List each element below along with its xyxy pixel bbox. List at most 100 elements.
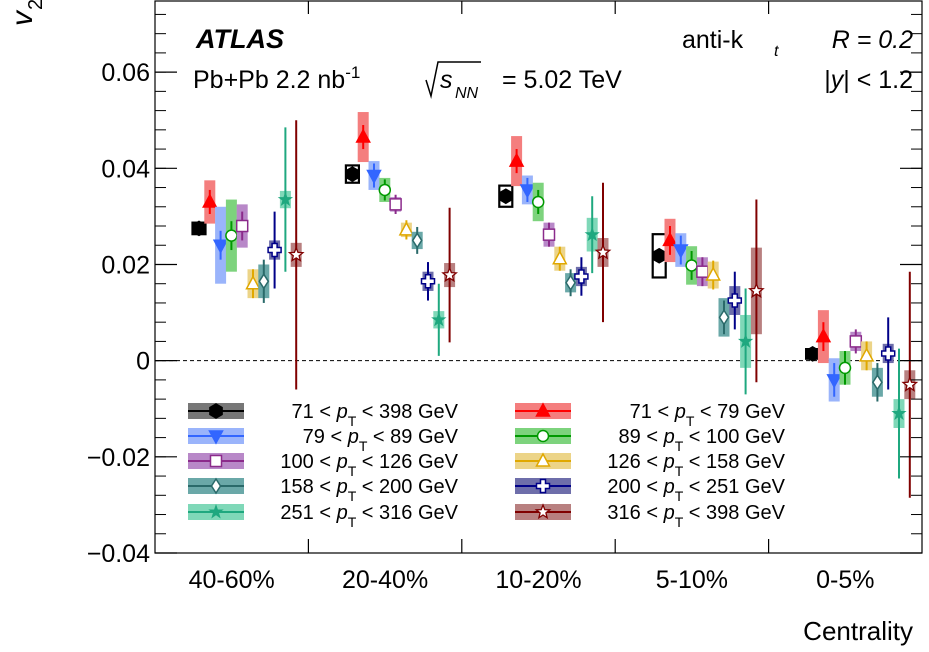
marker [245,275,261,290]
marker [267,242,282,258]
legend-marker [535,478,551,494]
data-point [891,348,907,479]
marker [345,166,360,182]
x-axis-title: Centrality [803,616,913,646]
series-5 [235,194,863,354]
data-point [685,246,698,285]
data-point [849,329,863,354]
data-point [662,218,678,263]
energy-label: s NN = 5.02 TeV [425,61,622,102]
legend-marker [535,402,551,417]
marker [366,169,382,185]
y-tick-label: 0.04 [101,155,150,183]
data-point [574,257,589,296]
y-tick-label: 0 [136,348,150,376]
marker [880,346,896,361]
legend-label: 79 < pT < 89 GeV [303,426,459,454]
data-point [727,271,743,330]
svg-text:anti-k: anti-k [682,26,744,54]
marker [574,269,589,284]
svg-text:NN: NN [455,85,479,102]
marker [826,374,842,389]
data-point [584,196,600,274]
marker [277,191,294,207]
marker [815,328,832,343]
marker [685,259,698,272]
data-point [748,199,765,383]
marker [838,361,852,375]
series-10 [287,120,919,498]
series-1 [191,164,821,362]
x-tick-label: 10-20% [495,566,581,594]
legend-marker [536,429,550,443]
svg-text:= 5.02 TeV: = 5.02 TeV [502,66,622,94]
data-point [398,220,415,240]
marker [519,184,536,199]
marker [389,198,402,211]
data-point [651,233,667,279]
data-point [258,259,270,303]
legend-entry: 316 < pT < 398 GeV [515,502,786,530]
data-point [519,175,536,205]
data-point [191,220,207,237]
marker [212,239,229,254]
rapidity-label: |y| < 1.2 [824,66,913,94]
data-point [552,246,568,271]
marker [378,183,392,197]
marker [431,311,447,327]
legend-label: 89 < pT < 100 GeV [619,426,786,454]
svg-text:s: s [440,66,453,94]
svg-text:v: v [6,9,39,26]
series-9 [277,127,907,479]
marker [727,293,743,308]
legend-label: 71 < pT < 398 GeV [292,401,459,429]
data-point [366,161,382,190]
marker [737,333,754,348]
data-point [804,346,821,362]
legend-marker [208,503,224,519]
data-point [355,112,371,163]
data-point [245,269,261,299]
marker [542,228,556,241]
legend-label: 316 < pT < 398 GeV [607,502,785,530]
legend-label: 126 < pT < 158 GeV [607,451,785,479]
legend-entry: 100 < pT < 126 GeV [188,451,459,479]
y-tick-label: 0.02 [101,251,150,279]
data-point [411,226,423,254]
svg-text:t: t [774,43,779,60]
marker [748,282,765,299]
legend-label: 251 < pT < 316 GeV [280,502,458,530]
series-8 [267,211,896,390]
y-tick-label: 0.06 [101,59,150,87]
data-point [531,182,545,222]
legend: 71 < pT < 398 GeV 71 < pT < 79 GeV 79 < pT… [188,401,786,530]
marker [287,246,305,262]
data-point [705,260,721,290]
series-7 [258,226,883,402]
data-point [871,363,883,402]
series-4 [225,177,852,385]
data-point [838,351,852,385]
data-point [718,298,730,337]
y-tick-label: −0.02 [87,444,150,472]
marker [202,193,218,208]
data-point [420,262,436,301]
data-point [235,204,249,248]
svg-text:R = 0.2: R = 0.2 [832,26,913,54]
jet-algorithm-label: anti-k t R = 0.2 [682,26,913,60]
legend-label: 158 < pT < 200 GeV [280,476,458,504]
data-point [277,127,294,272]
marker [498,188,513,205]
axes-frame: −0.04 −0.02 0 0.02 0.04 0.06 40-60% 20-40% 10-20… [87,0,923,594]
legend-label: 71 < pT < 79 GeV [630,401,786,429]
marker [355,128,371,143]
marker [411,232,423,249]
data-point [431,283,447,356]
marker [508,152,525,167]
series-6 [245,220,875,371]
data-point [737,288,754,395]
marker [849,335,863,348]
svg-text:2: 2 [25,0,47,10]
marker [872,373,883,391]
data-point [441,207,458,343]
